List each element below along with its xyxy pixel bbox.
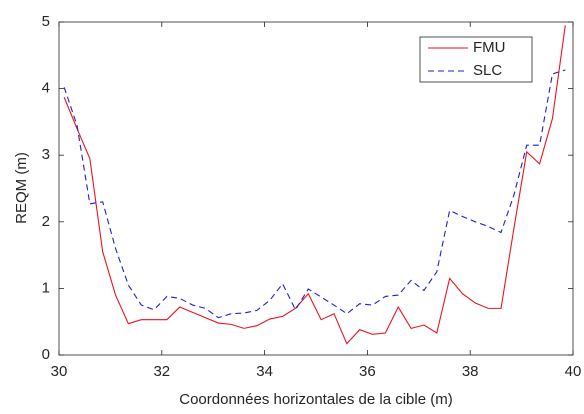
data-line — [63, 25, 566, 345]
y-tick-label: 0 — [42, 346, 50, 363]
x-tick-label: 34 — [256, 363, 273, 380]
y-tick-label: 1 — [42, 279, 50, 296]
y-tick-label: 5 — [42, 13, 50, 30]
y-axis-label: REQM (m) — [13, 152, 30, 224]
x-tick-label: 38 — [462, 363, 479, 380]
x-tick-label: 40 — [565, 363, 582, 380]
x-tick-label: 30 — [51, 363, 68, 380]
legend-box — [419, 36, 533, 83]
x-tick-label: 36 — [359, 363, 376, 380]
legend-label: FMU — [473, 39, 506, 56]
y-tick-label: 4 — [42, 80, 50, 97]
x-tick-label: 32 — [153, 363, 170, 380]
x-axis-label: Coordonnées horizontales de la cible (m) — [179, 391, 452, 408]
y-tick-label: 2 — [42, 213, 50, 230]
y-tick-label: 3 — [42, 146, 50, 163]
data-line — [63, 69, 566, 319]
legend-label: SLC — [473, 62, 502, 79]
